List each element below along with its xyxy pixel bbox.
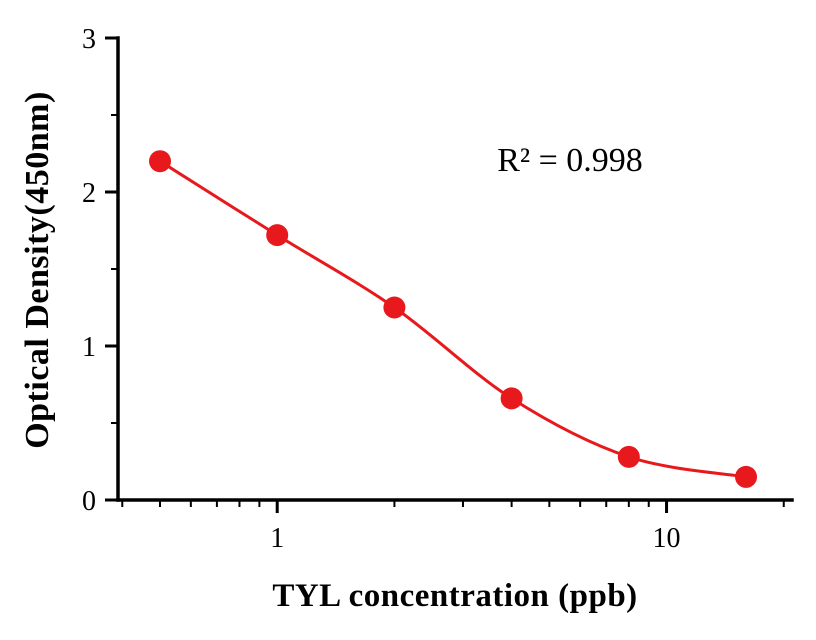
data-point (383, 296, 406, 319)
r-squared-annotation: R² = 0.998 (497, 142, 643, 179)
data-point (735, 465, 758, 488)
x-axis-label: TYL concentration (ppb) (272, 578, 638, 614)
x-tick-label: 10 (653, 523, 681, 554)
fit-curve (158, 159, 748, 479)
y-tick-label: 1 (82, 332, 96, 363)
data-point (266, 224, 289, 247)
y-tick-label: 3 (82, 24, 96, 55)
data-point (617, 445, 640, 468)
y-tick-label: 0 (82, 486, 96, 517)
data-point (500, 387, 523, 410)
y-axis-label: Optical Density(450nm) (19, 91, 56, 449)
data-point (149, 150, 172, 173)
x-tick-label: 1 (270, 523, 284, 554)
y-tick-label: 2 (82, 178, 96, 209)
